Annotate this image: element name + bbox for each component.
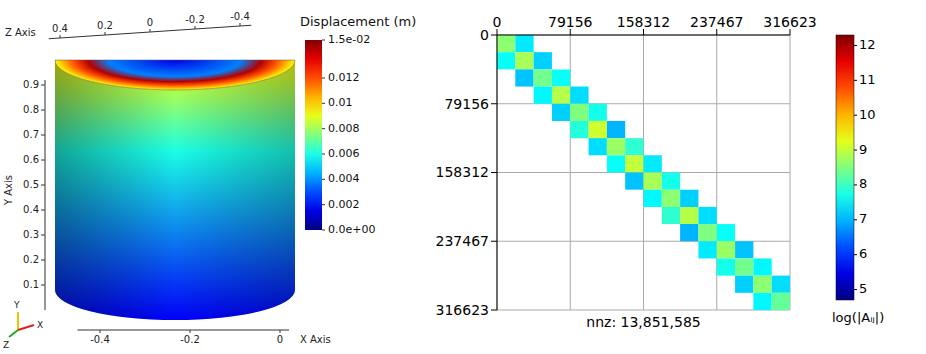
- svg-text:-0.2: -0.2: [180, 334, 200, 345]
- svg-text:Y Axis: Y Axis: [3, 175, 14, 206]
- svg-text:0: 0: [147, 17, 153, 28]
- svg-text:79156: 79156: [548, 14, 593, 30]
- svg-text:-0.4: -0.4: [90, 334, 110, 345]
- svg-text:11: 11: [859, 72, 876, 87]
- svg-text:-0.4: -0.4: [230, 11, 250, 22]
- svg-text:12: 12: [859, 37, 876, 52]
- svg-text:79156: 79156: [444, 96, 489, 112]
- svg-text:Z Axis: Z Axis: [5, 27, 36, 38]
- svg-text:Y: Y: [13, 300, 20, 310]
- svg-text:0.7: 0.7: [23, 129, 39, 140]
- svg-text:316623: 316623: [436, 302, 489, 318]
- svg-text:0: 0: [493, 14, 502, 30]
- svg-text:1.5e-02: 1.5e-02: [328, 33, 370, 46]
- svg-text:0.006: 0.006: [328, 147, 360, 160]
- svg-text:0.2: 0.2: [23, 254, 39, 265]
- svg-text:0.01: 0.01: [328, 96, 353, 109]
- svg-text:158312: 158312: [436, 164, 489, 180]
- svg-text:8: 8: [859, 176, 867, 191]
- svg-text:237467: 237467: [436, 233, 489, 249]
- svg-text:7: 7: [859, 211, 867, 226]
- svg-text:0.004: 0.004: [328, 172, 360, 185]
- svg-text:5: 5: [859, 281, 867, 296]
- svg-text:316623: 316623: [763, 14, 816, 30]
- svg-text:0.0e+00: 0.0e+00: [328, 223, 375, 236]
- html-text:nnz: 13,851,585: nnz: 13,851,585: [586, 314, 701, 330]
- svg-text:Z: Z: [3, 340, 9, 350]
- svg-text:-0.2: -0.2: [185, 14, 205, 25]
- svg-text:0.4: 0.4: [52, 23, 68, 34]
- svg-text:10: 10: [859, 107, 876, 122]
- svg-text:0.3: 0.3: [23, 229, 39, 240]
- svg-text:158312: 158312: [617, 14, 670, 30]
- svg-text:0.008: 0.008: [328, 122, 360, 135]
- svg-text:0.6: 0.6: [23, 154, 39, 165]
- svg-text:237467: 237467: [690, 14, 743, 30]
- svg-text:0.1: 0.1: [23, 279, 39, 290]
- svg-text:9: 9: [859, 142, 867, 157]
- svg-text:0.5: 0.5: [23, 179, 39, 190]
- svg-text:0.9: 0.9: [23, 79, 39, 90]
- svg-text:log(|Aᵢⱼ|): log(|Aᵢⱼ|): [832, 310, 884, 325]
- svg-text:0.012: 0.012: [328, 71, 360, 84]
- svg-text:0.8: 0.8: [23, 104, 39, 115]
- svg-text:X Axis: X Axis: [300, 334, 331, 345]
- svg-text:Displacement (m): Displacement (m): [300, 14, 416, 29]
- svg-text:0.4: 0.4: [23, 204, 39, 215]
- svg-text:0: 0: [480, 27, 489, 43]
- svg-text:6: 6: [859, 246, 867, 261]
- svg-text:X: X: [37, 320, 43, 330]
- svg-text:0: 0: [277, 334, 283, 345]
- svg-text:0.2: 0.2: [97, 20, 113, 31]
- svg-text:0.002: 0.002: [328, 198, 360, 211]
